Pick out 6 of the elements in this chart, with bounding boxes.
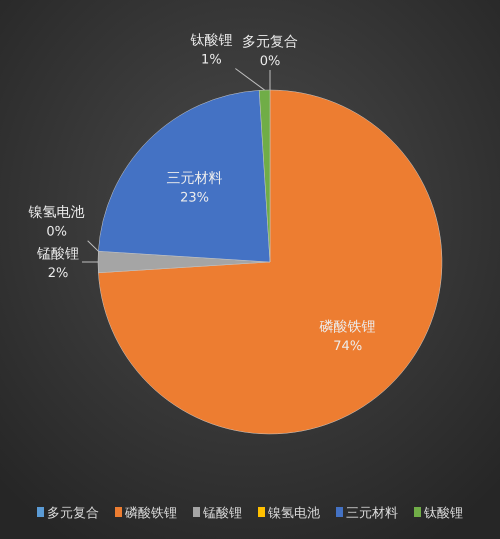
legend-label: 钛酸锂 xyxy=(423,506,463,521)
legend-label: 镍氢电池 xyxy=(267,506,320,521)
slice-label: 磷酸铁锂 xyxy=(124,506,177,521)
legend-label: 多元复合 xyxy=(47,506,99,521)
legend-label: 三元材料 xyxy=(346,506,398,521)
legend-label: 锰酸锂 xyxy=(202,506,242,521)
